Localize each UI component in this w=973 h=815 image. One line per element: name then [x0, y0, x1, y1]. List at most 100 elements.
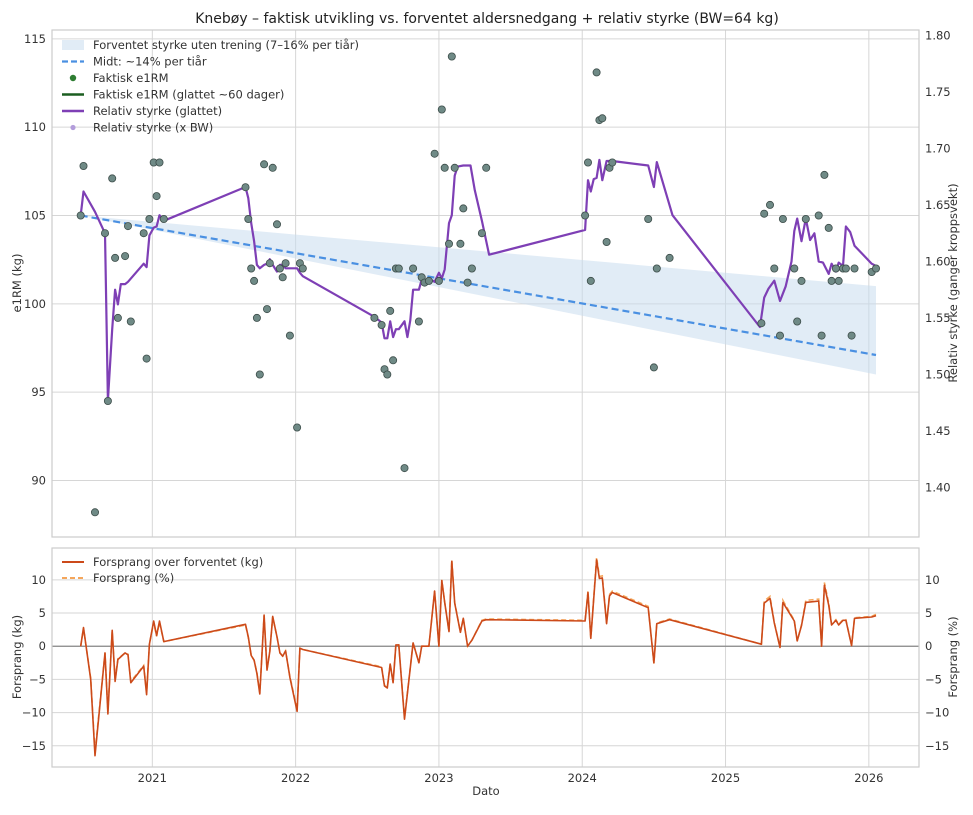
e1rm-point: [430, 149, 439, 158]
e1rm-point: [482, 163, 491, 172]
top-y-tick-label: 115: [24, 32, 46, 46]
legend-label: Forsprang over forventet (kg): [93, 555, 263, 569]
top-right-y-axis-label: Relativ styrke (ganger kroppsvekt): [946, 183, 960, 382]
bottom-right-y-tick-label: −10: [925, 706, 949, 720]
e1rm-point: [586, 276, 595, 285]
e1rm-point: [834, 276, 843, 285]
top-right-y-tick-label: 1.80: [925, 29, 951, 43]
legend-label: Forsprang (%): [93, 571, 174, 585]
bottom-right-y-tick-label: 5: [925, 606, 932, 620]
e1rm-point: [652, 264, 661, 273]
e1rm-point: [778, 214, 787, 223]
e1rm-point: [409, 264, 418, 273]
e1rm-point: [272, 220, 281, 229]
bottom-right-y-tick-label: 10: [925, 573, 940, 587]
e1rm-point: [766, 200, 775, 209]
e1rm-point: [841, 264, 850, 273]
e1rm-point: [275, 264, 284, 273]
e1rm-point: [463, 278, 472, 287]
top-panel: 90 95 100 105 110 115 1.40 1.45 1.50 1.55 1.60 1.6…: [10, 29, 960, 538]
e1rm-point: [598, 114, 607, 123]
top-y-axis-label: e1RM (kg): [10, 254, 24, 313]
e1rm-point: [459, 204, 468, 213]
e1rm-point: [142, 354, 151, 363]
legend-band-swatch: [62, 40, 84, 50]
x-tick-label: 2022: [281, 771, 310, 785]
e1rm-point: [281, 259, 290, 268]
legend-label: Forventet styrke uten trening (7–16% per…: [93, 38, 359, 52]
bottom-right-y-tick-label: −5: [925, 672, 942, 686]
e1rm-point: [252, 313, 261, 322]
top-right-y-tick-label: 1.60: [925, 254, 951, 268]
legend-label: Relativ styrke (x BW): [93, 121, 213, 135]
top-y-tick-label: 90: [31, 473, 46, 487]
legend-points-swatch: [69, 74, 77, 82]
e1rm-point: [477, 229, 486, 238]
e1rm-point: [790, 264, 799, 273]
e1rm-point: [608, 158, 617, 167]
e1rm-point: [467, 264, 476, 273]
e1rm-point: [414, 317, 423, 326]
bottom-y-tick-label: −5: [29, 672, 46, 686]
e1rm-point: [437, 105, 446, 114]
e1rm-point: [434, 276, 443, 285]
e1rm-point: [255, 370, 264, 379]
e1rm-point: [424, 276, 433, 285]
e1rm-point: [793, 317, 802, 326]
e1rm-point: [447, 52, 456, 61]
e1rm-point: [827, 276, 836, 285]
e1rm-point: [377, 320, 386, 329]
x-tick-label: 2026: [854, 771, 883, 785]
e1rm-point: [644, 214, 653, 223]
top-right-y-tick-label: 1.50: [925, 367, 951, 381]
top-plot-frame: [51, 29, 920, 538]
e1rm-point: [152, 192, 161, 201]
e1rm-point: [155, 158, 164, 167]
e1rm-point: [145, 214, 154, 223]
e1rm-point: [79, 161, 88, 170]
e1rm-point: [103, 396, 112, 405]
e1rm-point: [111, 253, 120, 262]
e1rm-point: [814, 211, 823, 220]
bottom-plot-frame: [51, 547, 920, 768]
e1rm-point: [298, 264, 307, 273]
e1rm-point: [121, 252, 130, 261]
e1rm-point: [584, 158, 593, 167]
expected-strength-band: [80, 215, 876, 375]
legend-label: Faktisk e1RM (glattet ~60 dager): [93, 88, 284, 102]
chart-title: Knebøy – faktisk utvikling vs. forventet…: [195, 11, 779, 27]
expected-mid-line: [80, 214, 877, 357]
e1rm-point: [602, 237, 611, 246]
e1rm-point: [440, 163, 449, 172]
e1rm-point: [285, 331, 294, 340]
bottom-y-tick-label: 10: [31, 573, 46, 587]
top-right-y-tick-label: 1.75: [925, 85, 951, 99]
bottom-y-tick-label: −10: [22, 706, 46, 720]
e1rm-point: [108, 174, 117, 183]
e1rm-point: [265, 259, 274, 268]
top-legend: Forventet styrke uten trening (7–16% per…: [62, 38, 359, 135]
advantage-kg-line: [79, 559, 877, 757]
top-y-tick-label: 105: [24, 208, 46, 222]
bottom-y-tick-label: −15: [22, 739, 46, 753]
e1rm-point: [665, 253, 674, 262]
x-tick-label: 2023: [424, 771, 453, 785]
e1rm-point: [244, 214, 253, 223]
legend-label: Midt: ~14% per tiår: [93, 55, 207, 69]
e1rm-point: [293, 423, 302, 432]
e1rm-point: [91, 508, 100, 517]
e1rm-point: [824, 223, 833, 232]
e1rm-point: [139, 229, 148, 238]
e1rm-point: [383, 370, 392, 379]
e1rm-point: [757, 319, 766, 328]
e1rm-point: [872, 264, 881, 273]
e1rm-point: [831, 264, 840, 273]
e1rm-point: [770, 264, 779, 273]
e1rm-point: [124, 222, 133, 231]
x-tick-label: 2025: [711, 771, 740, 785]
e1rm-point: [649, 363, 658, 372]
e1rm-point: [159, 214, 168, 223]
bottom-right-y-axis-label: Forsprang (%): [946, 616, 960, 697]
